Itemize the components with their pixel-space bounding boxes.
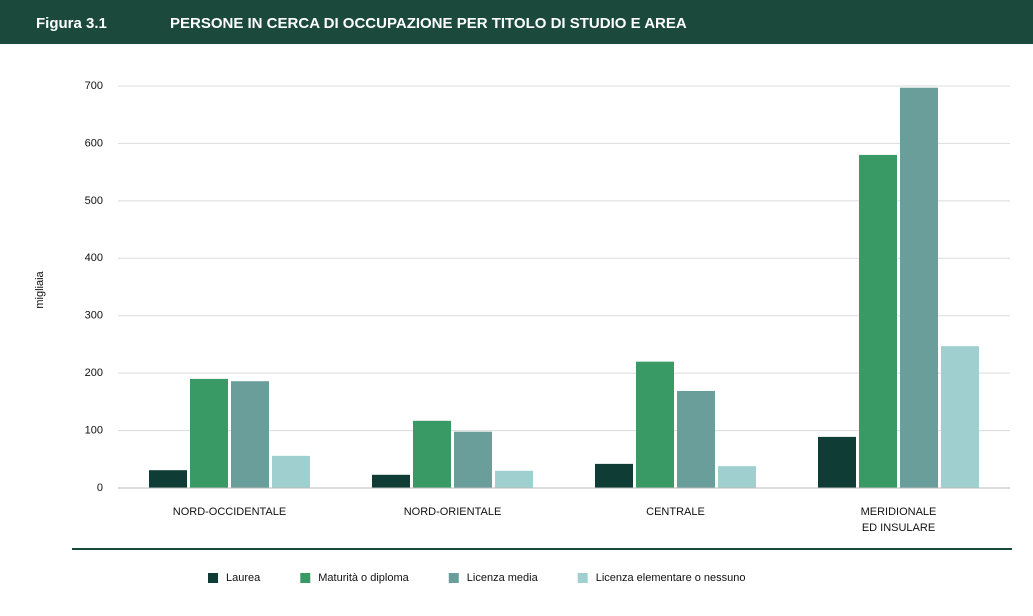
y-tick-label: 500 [85, 195, 103, 207]
y-tick-label: 700 [85, 80, 103, 92]
bar [859, 154, 897, 488]
bar [595, 463, 633, 488]
y-tick-label: 600 [85, 137, 103, 149]
bar [636, 361, 674, 488]
legend-swatch [577, 573, 588, 583]
legend-swatch [208, 573, 218, 583]
bar [900, 87, 938, 489]
bar [677, 390, 715, 488]
bar [941, 346, 979, 488]
bar [272, 455, 310, 488]
y-tick-label: 200 [85, 367, 103, 379]
legend-label: Licenza elementare o nessuno [596, 572, 746, 584]
bar [413, 420, 451, 488]
bar [454, 431, 492, 488]
bar [495, 470, 533, 488]
x-tick-label: NORD-ORIENTALE [404, 506, 502, 518]
legend-swatch [448, 573, 459, 583]
y-tick-label: 100 [85, 424, 103, 436]
bar [190, 378, 228, 488]
x-tick-label: NORD-OCCIDENTALE [173, 506, 286, 518]
x-tick-label: CENTRALE [646, 506, 705, 518]
y-axis-label: migliaia [34, 270, 46, 308]
legend-swatch [300, 573, 311, 583]
legend-label: Maturità o diploma [318, 572, 409, 584]
legend-label: Licenza media [467, 572, 539, 584]
bar [372, 474, 410, 488]
y-tick-label: 300 [85, 310, 103, 322]
y-tick-label: 0 [97, 482, 103, 494]
legend-label: Laurea [226, 572, 261, 584]
bar [149, 470, 187, 488]
header-bar [0, 0, 1033, 44]
bar [718, 466, 756, 488]
chart-title: PERSONE IN CERCA DI OCCUPAZIONE PER TITO… [170, 15, 687, 32]
x-tick-label: MERIDIONALE ED INSULARE [861, 506, 937, 534]
figure-label: Figura 3.1 [36, 15, 107, 32]
bar [231, 381, 269, 488]
y-tick-label: 400 [85, 252, 103, 264]
bar [818, 436, 856, 488]
